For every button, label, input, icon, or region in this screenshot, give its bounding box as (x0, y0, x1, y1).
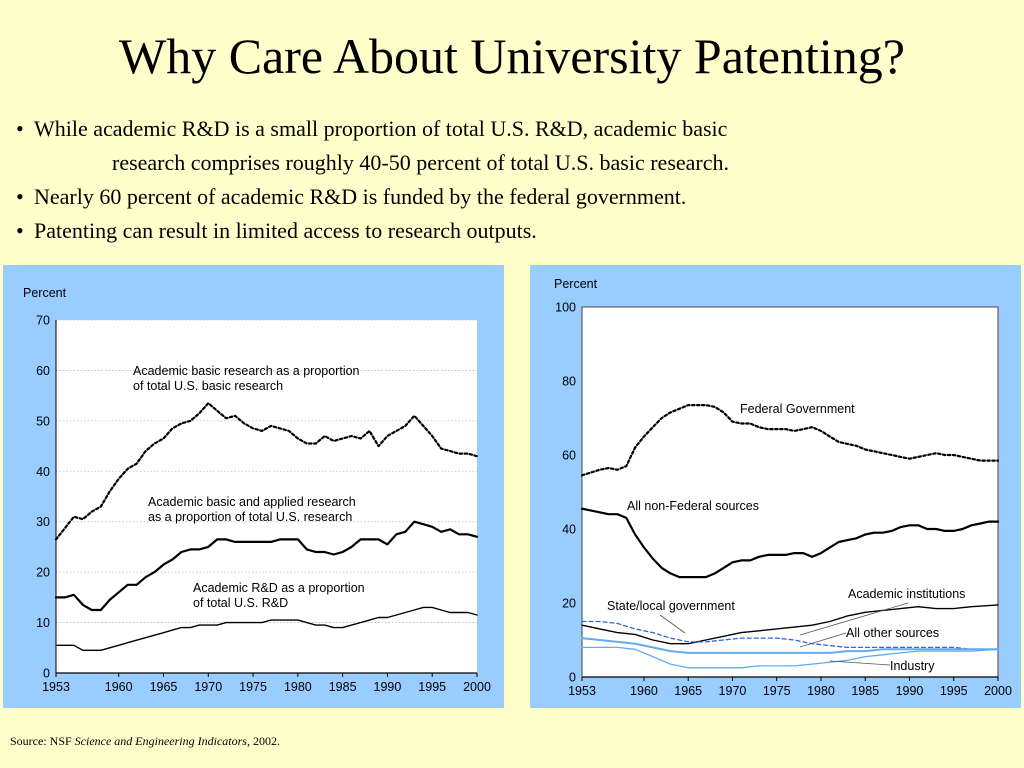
y-tick-label: 40 (36, 465, 50, 479)
label-leader (799, 632, 847, 648)
series-label: Academic R&D as a proportion (193, 581, 365, 595)
x-tick-label: 1960 (630, 684, 658, 698)
x-tick-label: 1970 (194, 680, 222, 694)
y-tick-label: 0 (569, 671, 576, 685)
series-label: Academic basic research as a proportion (133, 364, 360, 378)
series-line (581, 646, 999, 669)
series-line (581, 620, 999, 650)
series-label: of total U.S. R&D (193, 596, 288, 610)
bullet-item: • Patenting can result in limited access… (16, 214, 1006, 248)
series-label: All other sources (846, 626, 939, 640)
x-tick-label: 1965 (150, 680, 178, 694)
x-tick-label: 1985 (329, 680, 357, 694)
source-prefix: Source: NSF (10, 734, 75, 748)
bullet-glyph: • (16, 218, 24, 243)
series-label: as a proportion of total U.S. research (148, 510, 352, 524)
series-label: Academic institutions (848, 587, 965, 601)
slide-title: Why Care About University Patenting? (119, 28, 905, 84)
bullet-text: Patenting can result in limited access t… (34, 218, 537, 243)
source-note: Source: NSF Science and Engineering Indi… (10, 734, 280, 749)
series-label: Industry (890, 659, 935, 673)
x-tick-label: 1980 (807, 684, 835, 698)
y-tick-label: 100 (555, 301, 576, 315)
y-tick-label: 50 (36, 414, 50, 428)
series-label: of total U.S. basic research (133, 379, 283, 393)
chart-panel-right: 0 20 40 60 80 100 1953 1960 1965 1970 1975 1980 1985… (530, 265, 1021, 708)
y-axis-label: Percent (554, 277, 598, 291)
y-tick-label: 40 (562, 523, 576, 537)
x-tick-label: 1953 (42, 680, 70, 694)
series-label: Federal Government (740, 402, 855, 416)
bullet-list: • While academic R&D is a small proporti… (16, 112, 1006, 248)
y-tick-label: 20 (36, 566, 50, 580)
y-tick-label: 0 (43, 667, 50, 681)
y-tick-label: 20 (562, 597, 576, 611)
x-tick-label: 1980 (284, 680, 312, 694)
x-tick-label: 2000 (463, 680, 491, 694)
label-leader (829, 660, 891, 666)
y-tick-label: 30 (36, 515, 50, 529)
x-tick-label: 1990 (374, 680, 402, 694)
x-tick-label: 2000 (984, 684, 1012, 698)
y-axis-label: Percent (23, 286, 67, 300)
y-tick-label: 60 (36, 364, 50, 378)
series-label: State/local government (607, 599, 735, 613)
x-tick-label: 1990 (896, 684, 924, 698)
x-tick-label: 1970 (719, 684, 747, 698)
source-title: Science and Engineering Indicators (74, 734, 247, 748)
series-line (54, 520, 479, 612)
bullet-text: Nearly 60 percent of academic R&D is fun… (34, 184, 687, 209)
bullet-glyph: • (16, 116, 24, 141)
y-tick-label: 80 (562, 375, 576, 389)
series-line (580, 404, 1000, 477)
plot-area (581, 306, 999, 678)
bullet-item: • While academic R&D is a small proporti… (16, 112, 1006, 146)
series-line (581, 604, 999, 645)
chart-left: 0 10 20 30 40 50 60 70 1953 1960 1965 1970 1975 1980 1… (23, 286, 491, 694)
series-line (581, 637, 999, 654)
chart-panel-left: 0 10 20 30 40 50 60 70 1953 1960 1965 1970 1975 1980 1… (3, 265, 504, 708)
x-tick-label: 1995 (940, 684, 968, 698)
y-tick-label: 70 (36, 314, 50, 328)
series-line (55, 606, 478, 651)
x-tick-label: 1975 (763, 684, 791, 698)
bullet-item: • Nearly 60 percent of academic R&D is f… (16, 180, 1006, 214)
x-tick-label: 1975 (239, 680, 267, 694)
series-line (54, 402, 479, 541)
source-suffix: , 2002. (246, 734, 280, 748)
chart-right: 0 20 40 60 80 100 1953 1960 1965 1970 1975 1980 1985… (554, 277, 1012, 698)
series-label: Academic basic and applied research (148, 495, 356, 509)
bullet-glyph: • (16, 184, 24, 209)
y-tick-label: 10 (36, 616, 50, 630)
label-leader (799, 602, 909, 636)
bullet-continuation: research comprises roughly 40-50 percent… (112, 150, 729, 175)
plot-area (56, 320, 477, 673)
x-tick-label: 1953 (568, 684, 596, 698)
label-leader (659, 614, 686, 634)
x-tick-label: 1995 (418, 680, 446, 694)
x-tick-label: 1985 (851, 684, 879, 698)
x-tick-label: 1965 (674, 684, 702, 698)
series-line (580, 507, 1000, 579)
x-tick-label: 1960 (105, 680, 133, 694)
series-label: All non-Federal sources (627, 499, 759, 513)
bullet-text: While academic R&D is a small proportion… (34, 116, 728, 141)
y-tick-label: 60 (562, 449, 576, 463)
